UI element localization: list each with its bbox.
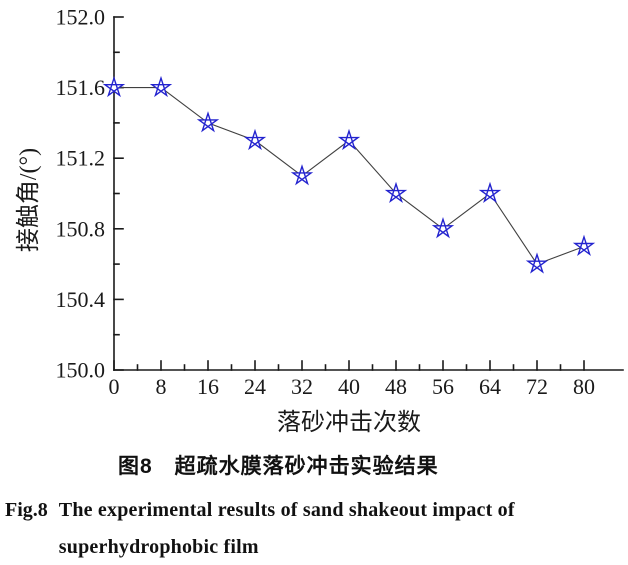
caption-en-line2: superhydrophobic film (58, 536, 259, 558)
data-point-marker (478, 181, 502, 204)
x-tick-label: 24 (244, 374, 266, 399)
y-tick-label: 150.8 (56, 216, 106, 241)
axis-lines (113, 16, 624, 371)
x-tick-label: 72 (526, 374, 548, 399)
x-tick-label: 48 (385, 374, 407, 399)
y-axis-label: 接触角/(°) (15, 148, 42, 252)
data-point-marker (149, 75, 173, 98)
figure-caption-zh: 图8 超疏水膜落砂冲击实验结果 (118, 455, 439, 478)
data-point-marker (337, 128, 361, 151)
figure-caption-en-text: The experimental results of sand shakeou… (59, 492, 515, 565)
data-point-marker (243, 128, 267, 151)
data-point-marker (102, 75, 126, 98)
y-tick-label: 150.4 (56, 287, 106, 312)
data-point-marker (290, 164, 314, 186)
data-point-marker (431, 217, 455, 239)
y-tick-label: 151.6 (56, 75, 106, 100)
data-point-marker (525, 252, 549, 274)
data-point-marker (196, 111, 220, 133)
contact-angle-line-chart: 152.0 151.6 151.2 150.8 150.4 150.00 8 16 24 32 40… (15, 5, 624, 436)
data-line (114, 87, 585, 265)
x-tick-label: 64 (479, 374, 501, 399)
y-tick-label: 150.0 (56, 358, 106, 383)
y-tick-label: 152.0 (56, 5, 106, 30)
data-point-marker (384, 181, 408, 204)
figure-number-label: Fig.8 (5, 499, 48, 521)
x-tick-label: 56 (432, 374, 454, 399)
x-axis-label: 落砂冲击次数 (277, 409, 421, 436)
x-tick-label: 80 (573, 374, 595, 399)
x-tick-label: 16 (197, 374, 219, 399)
y-tick-label: 151.2 (56, 146, 106, 171)
caption-en-line1: The experimental results of sand shakeou… (58, 499, 515, 521)
figure-caption-en: Fig.8 The experimental results of sand s… (5, 492, 515, 565)
data-point-marker (572, 234, 596, 256)
x-tick-label: 40 (338, 374, 360, 399)
x-tick-label: 0 (109, 374, 120, 399)
x-tick-label: 8 (156, 374, 167, 399)
x-tick-label: 32 (291, 374, 313, 399)
